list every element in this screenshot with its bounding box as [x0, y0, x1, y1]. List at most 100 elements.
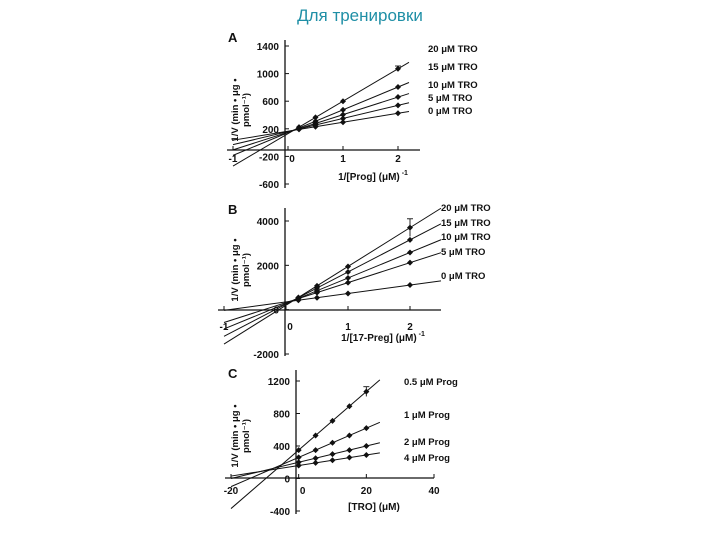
y-tick-label: 200 — [262, 125, 279, 136]
data-point — [329, 457, 336, 464]
series-label: 5 μM TRO — [428, 93, 472, 104]
series-line — [223, 280, 442, 311]
series-label: 1 μM Prog — [404, 410, 450, 421]
data-point — [312, 455, 319, 462]
y-tick-label: 1000 — [257, 70, 280, 81]
data-point — [296, 126, 302, 133]
series-line — [232, 61, 410, 167]
series-4: 5 μM TRO — [223, 247, 485, 323]
series-line — [230, 442, 380, 479]
x-tick-label: 0 — [287, 322, 293, 333]
y-tick-label: -400 — [270, 507, 290, 518]
panel-c: C 1200 800 400 0 -400 -20 0 20 40 [TRO] (μM) 1/V (m… — [224, 366, 458, 518]
y-tick-label: -600 — [259, 180, 279, 191]
y-tick-label: 400 — [273, 442, 290, 453]
y-tick-label: 4000 — [257, 217, 280, 228]
series-line — [230, 379, 381, 509]
series-2: 1 μM Prog — [230, 410, 450, 488]
panel-a: A 1400 1000 600 200 -200 -600 -1 0 1 2 1/[Prog] (μM… — [227, 30, 478, 191]
data-point — [340, 111, 346, 118]
data-point — [407, 236, 413, 243]
data-point — [346, 454, 353, 461]
data-point — [340, 98, 346, 105]
series-4: 4 μM Prog — [230, 451, 450, 477]
data-point — [295, 297, 302, 304]
series-line — [223, 252, 442, 323]
y-axis-label: 1/V (min • μg •pmol⁻¹) — [230, 238, 252, 302]
series-1: 0.5 μM Prog — [230, 377, 458, 509]
series-label: 15 μM TRO — [428, 62, 478, 73]
x-tick-label: 1 — [345, 322, 351, 333]
data-point — [407, 282, 413, 289]
data-point — [346, 447, 353, 454]
x-tick-label: -1 — [229, 154, 238, 165]
y-tick-label: 1400 — [257, 42, 280, 53]
data-point — [295, 454, 302, 461]
series-line — [232, 82, 410, 156]
series-line — [232, 93, 410, 151]
x-tick-label: 40 — [428, 486, 440, 497]
x-axis-label: [TRO] (μM) — [348, 502, 400, 513]
panel-letter: A — [228, 30, 238, 45]
series-label: 15 μM TRO — [441, 218, 491, 229]
data-point — [395, 110, 401, 117]
y-tick-label: 1200 — [268, 377, 291, 388]
x-tick-label: -1 — [220, 322, 229, 333]
data-point — [314, 289, 320, 296]
data-point — [345, 268, 351, 275]
data-point — [312, 114, 319, 121]
data-point — [345, 290, 351, 297]
data-point — [345, 274, 351, 281]
slide-title: Для тренировки — [297, 6, 423, 25]
data-point — [312, 123, 319, 130]
data-point — [340, 119, 346, 126]
series-label: 10 μM TRO — [428, 80, 478, 91]
x-tick-label: 0 — [300, 486, 306, 497]
y-tick-label: 2000 — [257, 261, 280, 272]
series-line — [223, 207, 442, 345]
panel-letter: B — [228, 202, 237, 217]
series-5: 0 μM TRO — [232, 106, 472, 141]
data-point — [345, 263, 351, 270]
series-label: 0.5 μM Prog — [404, 377, 458, 388]
data-point — [312, 459, 319, 466]
x-tick-label: 2 — [407, 322, 413, 333]
data-point — [407, 224, 413, 231]
x-tick-label: 2 — [395, 154, 401, 165]
series-2: 15 μM TRO — [232, 62, 478, 156]
x-tick-label: 20 — [361, 486, 373, 497]
data-point — [295, 462, 302, 469]
data-point — [329, 417, 336, 424]
x-tick-label: 0 — [289, 154, 295, 165]
y-tick-label: -2000 — [253, 350, 279, 361]
data-point — [295, 447, 302, 454]
data-point — [395, 65, 401, 72]
series-line — [232, 102, 410, 146]
series-label: 2 μM Prog — [404, 437, 450, 448]
series-label: 20 μM TRO — [428, 44, 478, 55]
data-point — [312, 432, 319, 439]
data-point — [363, 388, 370, 395]
series-line — [230, 421, 381, 488]
x-tick-label: -20 — [224, 486, 239, 497]
series-line — [232, 110, 410, 141]
data-point — [345, 279, 351, 286]
panel-letter: C — [228, 366, 238, 381]
data-point — [395, 94, 401, 101]
data-point — [363, 451, 370, 458]
data-point — [295, 459, 302, 466]
series-line — [223, 239, 442, 330]
series-4: 5 μM TRO — [232, 93, 472, 146]
data-point — [329, 439, 336, 446]
data-point — [340, 106, 346, 113]
data-point — [314, 294, 320, 301]
x-axis-label: 1/[Prog] (μM) -1 — [338, 170, 408, 183]
series-label: 20 μM TRO — [441, 203, 491, 214]
data-point — [346, 403, 353, 410]
x-axis-label: 1/[17-Preg] (μM) -1 — [341, 331, 425, 344]
series-line — [230, 452, 380, 477]
series-label: 0 μM TRO — [441, 271, 485, 282]
y-tick-label: 0 — [284, 475, 290, 486]
